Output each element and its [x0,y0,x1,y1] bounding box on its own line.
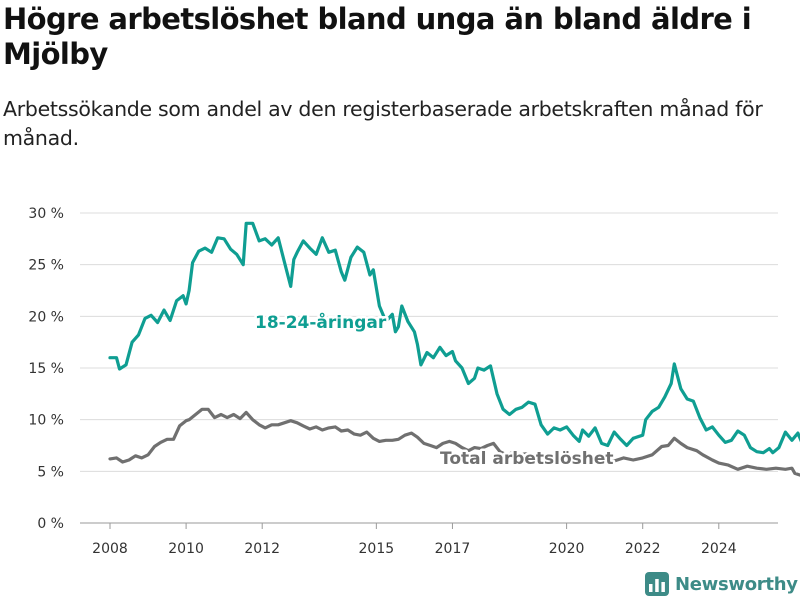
y-axis-ticks: 0 % 5 % 10 % 15 % 20 % 25 % 30 % [28,206,64,532]
series-label-youth: 18-24-åringar [255,311,387,333]
series-line-total [108,407,800,477]
y-tick-label: 25 % [28,258,64,274]
chart-subtitle: Arbetssökande som andel av den registerb… [3,97,763,150]
y-tick-label: 10 % [28,413,64,429]
brand-logo: Newsworthy [645,570,798,598]
y-tick-label: 0 % [37,516,64,532]
y-tick-label: 20 % [28,309,64,325]
x-tick-label: 2008 [92,541,128,557]
x-tick-label: 2022 [625,541,661,557]
series-line-youth [108,221,800,455]
chart-title: Högre arbetslöshet bland unga än bland ä… [3,2,752,71]
series-lines [108,221,800,477]
x-tick-label: 2020 [549,541,585,557]
x-tick-label: 2015 [359,541,395,557]
y-tick-label: 30 % [28,206,64,222]
gridlines [80,212,778,524]
series-label-total: Total arbetslöshet [440,449,614,469]
y-tick-label: 15 % [28,361,64,377]
x-tick-label: 2024 [701,541,737,557]
brand-name: Newsworthy [675,573,798,595]
bar-chart-logo-icon [645,572,669,596]
y-tick-label: 5 % [37,464,64,480]
x-tick-label: 2010 [168,541,204,557]
x-axis-ticks: 2008 2010 2012 2015 2017 2020 2022 2024 [92,523,737,557]
x-tick-label: 2012 [244,541,280,557]
x-tick-label: 2017 [435,541,471,557]
